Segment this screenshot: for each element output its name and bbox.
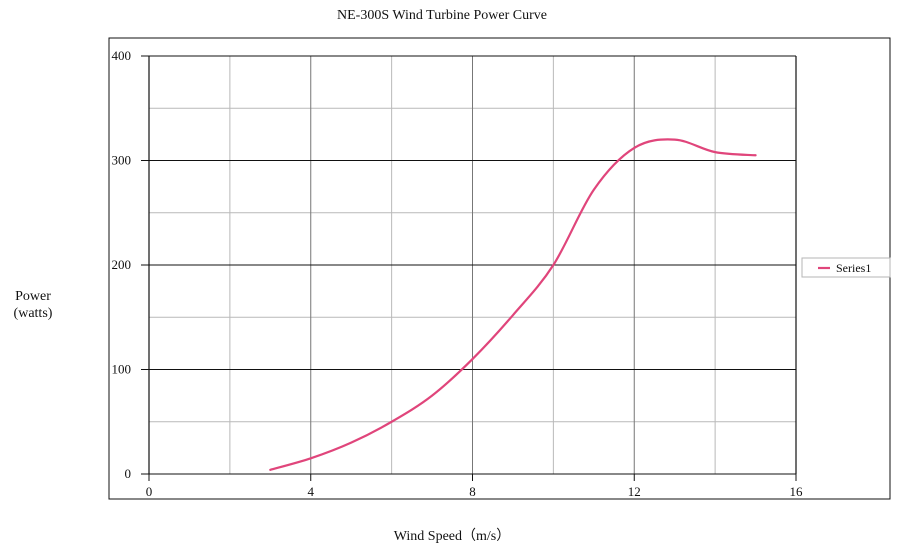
x-tick-label: 16 [790, 484, 804, 499]
legend-box [801, 257, 891, 278]
legend: Series1 [801, 257, 891, 278]
axis-layer: 0 100 200 300 400 0 4 8 12 16 [112, 48, 804, 499]
x-tick-label: 8 [469, 484, 476, 499]
x-tick-label: 0 [146, 484, 153, 499]
x-tick-label: 12 [628, 484, 641, 499]
y-axis-title: Power (watts) [14, 289, 53, 321]
x-axis-title: Wind Speed（m/s） [394, 528, 510, 544]
y-axis-title-line-2: (watts) [14, 306, 53, 321]
series-line-1 [269, 138, 757, 471]
grid-layer [148, 55, 797, 475]
chart-title: NE-300S Wind Turbine Power Curve [337, 8, 547, 23]
y-tick-label: 400 [112, 48, 132, 63]
y-tick-label: 200 [112, 257, 132, 272]
y-tick-label: 300 [112, 153, 132, 168]
x-tick-label: 4 [308, 484, 315, 499]
series-layer [269, 138, 757, 471]
legend-series-label: Series1 [836, 261, 871, 275]
y-tick-label: 0 [125, 466, 132, 481]
y-axis-title-line-1: Power [15, 289, 51, 304]
y-tick-label: 100 [112, 362, 132, 377]
